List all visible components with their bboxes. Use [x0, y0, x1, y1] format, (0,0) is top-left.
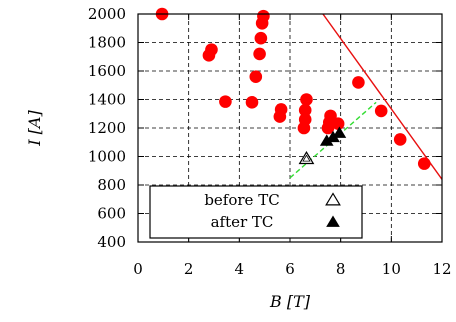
legend-box [149, 185, 363, 239]
data-point [331, 117, 345, 131]
y-tick-label: 1800 [88, 34, 126, 52]
after-tc-point [319, 134, 334, 146]
before-tc-point-inner [302, 154, 311, 162]
legend: before TC after TC [149, 185, 363, 239]
before-tc-point [298, 150, 315, 165]
x-tick-label: 12 [432, 260, 451, 278]
x-tick-label: 2 [184, 260, 194, 278]
data-point [298, 113, 312, 126]
y-tick-label: 800 [97, 176, 126, 194]
fit-lines [289, 14, 442, 180]
y-tick-label: 1000 [88, 148, 126, 166]
open-triangle-icon [325, 192, 341, 206]
data-point [298, 103, 312, 117]
data-point [300, 93, 313, 106]
legend-label: after TC [211, 213, 274, 231]
y-tick-label: 1400 [88, 91, 126, 109]
data-point [374, 104, 388, 118]
y-tick-label: 1600 [88, 62, 126, 80]
axis-ticks: 0 2 4 6 8 10 12 400 600 800 1000 1200 1400 1600 1800 20… [88, 5, 452, 278]
filled-triangle-icon [326, 215, 340, 227]
solid-fit-line [322, 14, 442, 180]
x-tick-label: 10 [382, 260, 401, 278]
data-point [393, 133, 407, 146]
data-point [324, 109, 337, 123]
legend-label: before TC [204, 191, 279, 209]
x-tick-label: 6 [285, 260, 295, 278]
data-point [245, 96, 259, 109]
data-point [274, 103, 288, 116]
data-point [417, 157, 431, 170]
data-point [205, 43, 218, 56]
data-point [249, 70, 263, 83]
after-tc-point [326, 130, 340, 143]
data-point [219, 95, 232, 108]
data-point [254, 31, 268, 45]
data-point [257, 9, 270, 23]
y-tick-label: 600 [97, 205, 126, 223]
x-tick-label: 8 [336, 260, 346, 278]
y-tick-label: 2000 [88, 5, 126, 23]
data-points [155, 7, 431, 170]
x-tick-label: 4 [235, 260, 245, 278]
after-tc-point [332, 126, 347, 138]
x-tick-label: 0 [133, 260, 143, 278]
data-point [352, 76, 365, 89]
y-tick-label: 1200 [88, 119, 126, 137]
x-axis-label: B [T] [269, 292, 311, 311]
y-axis-label: I [A] [25, 110, 44, 147]
data-point [253, 47, 266, 61]
y-tick-label: 400 [97, 233, 126, 251]
